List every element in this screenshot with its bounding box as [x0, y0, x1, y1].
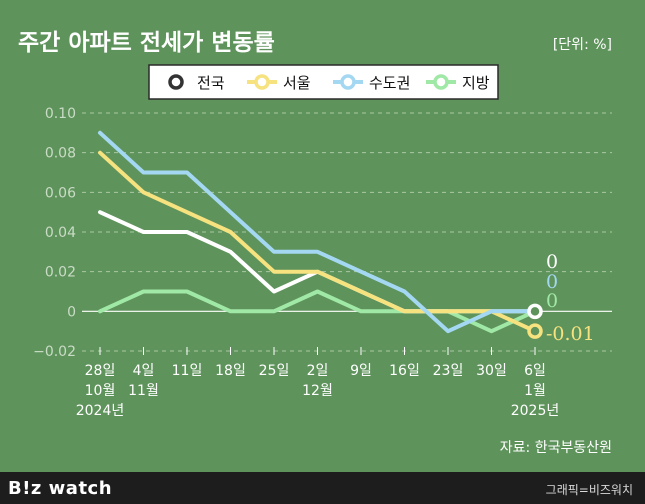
x-tick-label: 2024년 [76, 403, 125, 419]
series-lines [98, 130, 543, 339]
end-labels: 000-0.01 [546, 251, 595, 345]
legend: 전국 서울 수도권 지방 [148, 64, 499, 100]
y-tick-label: 0.10 [45, 106, 76, 122]
x-tick-label: 11일 [172, 363, 203, 379]
series-line-3 [98, 289, 537, 334]
end-marker-0 [527, 303, 543, 320]
legend-label-2: 수도권 [369, 74, 410, 92]
x-tick-label: 9일 [350, 363, 372, 379]
x-tick-label: 4일 [133, 363, 155, 379]
x-tick-label: 2025년 [511, 403, 560, 419]
series-line-1 [98, 150, 537, 334]
unit-label: [단위: %] [553, 37, 612, 53]
end-label-3: 0 [546, 290, 558, 312]
x-tick-label: 18일 [215, 363, 246, 379]
y-tick-label: 0.04 [45, 225, 76, 241]
legend-label-0: 전국 [197, 74, 225, 92]
x-tick-label: 16일 [389, 363, 420, 379]
legend-swatch-marker-3 [433, 74, 449, 90]
footer-bar: B!z watch 그래픽=비즈워치 [0, 472, 645, 504]
bizwatch-logo: B!z watch [8, 478, 113, 499]
y-tick-label: 0.08 [45, 146, 76, 162]
y-tick-label: 0.02 [45, 265, 76, 281]
legend-swatch-marker-0 [168, 74, 184, 90]
end-label-1: -0.01 [546, 323, 595, 345]
x-tick-label: 12월 [302, 383, 333, 399]
end-label-0: 0 [546, 251, 558, 273]
x-tick-label: 10월 [85, 383, 116, 399]
end-marker-1 [527, 323, 543, 339]
source-label: 자료: 한국부동산원 [500, 440, 612, 456]
x-tick-label: 1월 [524, 383, 546, 399]
chart-title: 주간 아파트 전세가 변동률 [18, 30, 275, 56]
graphic-credit: 그래픽=비즈워치 [545, 483, 633, 497]
series-line-2 [98, 130, 537, 334]
x-tick-label: 25일 [259, 363, 290, 379]
legend-label-3: 지방 [462, 74, 490, 92]
line-chart: 주간 아파트 전세가 변동률 [단위: %] 0.100.080.060.040… [18, 30, 612, 456]
legend-swatch-marker-1 [254, 74, 270, 90]
end-label-2: 0 [546, 271, 558, 293]
legend-swatch-marker-2 [340, 74, 356, 90]
x-tick-label: 23일 [433, 363, 464, 379]
legend-label-1: 서울 [283, 74, 311, 92]
x-tick-label: 28일 [85, 363, 116, 379]
x-tick-label: 11월 [128, 383, 159, 399]
series-line-0 [98, 210, 537, 314]
x-tick-label: 30일 [476, 363, 507, 379]
x-tick-label: 2일 [307, 363, 329, 379]
y-axis: 0.10 0.08 0.06 0.04 0.02 0 −0.02 [33, 106, 76, 360]
x-tick-label: 6일 [524, 363, 546, 379]
x-axis: 28일 10월 2024년 4일 11월 11일 18일 25일 2일 12월 9일 16일 23일 30… [76, 347, 560, 419]
y-tick-label: 0 [67, 304, 76, 320]
y-tick-label: −0.02 [33, 344, 76, 360]
y-tick-label: 0.06 [45, 185, 76, 201]
